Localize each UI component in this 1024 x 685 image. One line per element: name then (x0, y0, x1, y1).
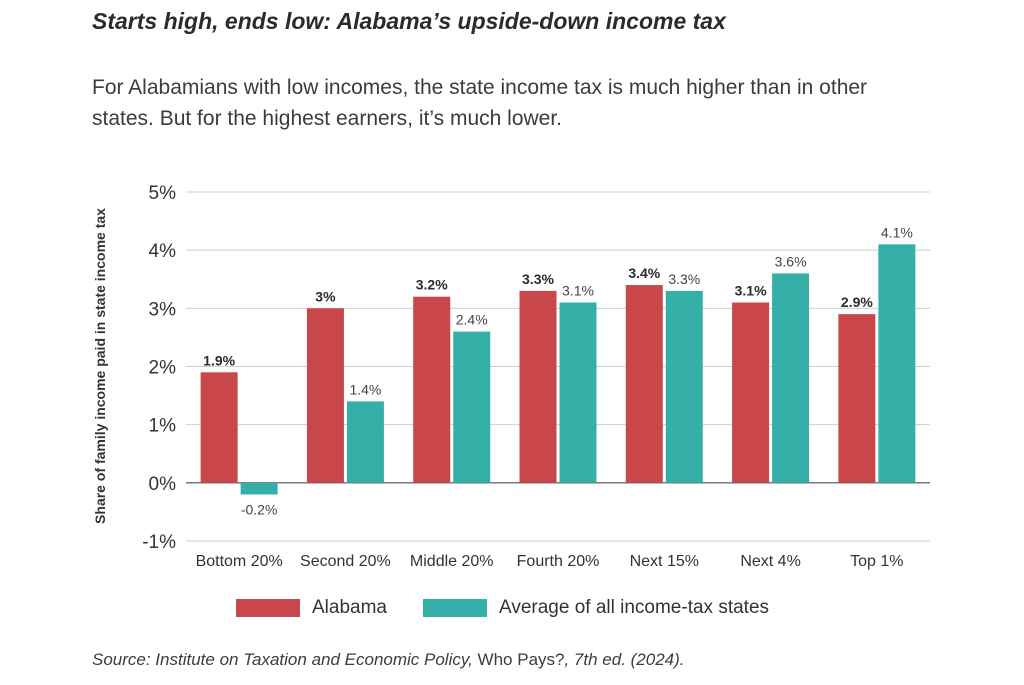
legend-swatch-alabama (236, 599, 300, 617)
bar-alabama (519, 290, 557, 483)
bar-average (453, 331, 491, 483)
y-tick-label: 1% (149, 416, 177, 437)
source-suffix: , 7th ed. (2024). (564, 650, 685, 669)
x-tick-label: Bottom 20% (196, 553, 283, 570)
y-tick-label: 4% (149, 241, 177, 262)
data-label-average: 3.1% (562, 283, 594, 299)
source-note: Source: Institute on Taxation and Econom… (92, 650, 685, 670)
x-tick-label: Next 15% (630, 553, 699, 570)
legend-item-alabama: Alabama (236, 597, 387, 619)
x-tick-label: Second 20% (300, 553, 391, 570)
legend-label-average: Average of all income-tax states (499, 597, 770, 618)
x-tick-label: Fourth 20% (517, 553, 600, 570)
data-label-average: 2.4% (456, 312, 488, 328)
bar-alabama (413, 296, 451, 483)
source-prefix: Source: Institute on Taxation and Econom… (92, 650, 478, 669)
data-label-alabama: 2.9% (841, 294, 873, 310)
data-label-alabama: 3.2% (416, 277, 448, 293)
legend-label-alabama: Alabama (312, 597, 387, 618)
x-tick-label: Middle 20% (410, 553, 494, 570)
legend-item-average: Average of all income-tax states (423, 597, 769, 619)
bar-average (240, 482, 278, 495)
y-axis-title: Share of family income paid in state inc… (92, 208, 108, 524)
y-tick-label: 3% (149, 299, 177, 320)
y-tick-label: 2% (149, 358, 177, 379)
data-label-average: 4.1% (881, 224, 913, 240)
source-work-title: Who Pays? (477, 650, 565, 669)
y-tick-label: 5% (149, 183, 177, 204)
data-label-alabama: 3% (315, 288, 336, 304)
data-label-average: 1.4% (349, 381, 381, 397)
data-label-alabama: 1.9% (203, 352, 235, 368)
y-tick-label: -1% (142, 532, 176, 553)
data-label-alabama: 3.3% (522, 271, 554, 287)
bar-alabama (306, 308, 344, 483)
bar-average (665, 290, 703, 483)
data-label-average: 3.6% (775, 253, 807, 269)
bar-average (878, 244, 916, 483)
chart-title: Starts high, ends low: Alabama’s upside-… (92, 8, 726, 34)
x-tick-label: Next 4% (740, 553, 800, 570)
bar-average (346, 401, 384, 483)
chart-subtitle: For Alabamians with low incomes, the sta… (92, 76, 868, 130)
data-label-average: -0.2% (241, 501, 278, 517)
bar-average (559, 302, 597, 483)
bar-chart: -1% 0% 1% 2% 3% 4% 5% Share of family income pa… (92, 183, 930, 570)
legend-swatch-average (423, 599, 487, 617)
bar-alabama (732, 302, 770, 483)
y-tick-label: 0% (149, 474, 177, 495)
legend: Alabama Average of all income-tax states (236, 597, 805, 619)
data-label-alabama: 3.4% (628, 265, 660, 281)
bar-alabama (200, 372, 238, 483)
bar-alabama (838, 314, 876, 483)
bar-alabama (625, 285, 663, 483)
data-label-average: 3.3% (668, 271, 700, 287)
bar-average (772, 273, 810, 483)
data-label-alabama: 3.1% (735, 283, 767, 299)
x-tick-label: Top 1% (850, 553, 903, 570)
